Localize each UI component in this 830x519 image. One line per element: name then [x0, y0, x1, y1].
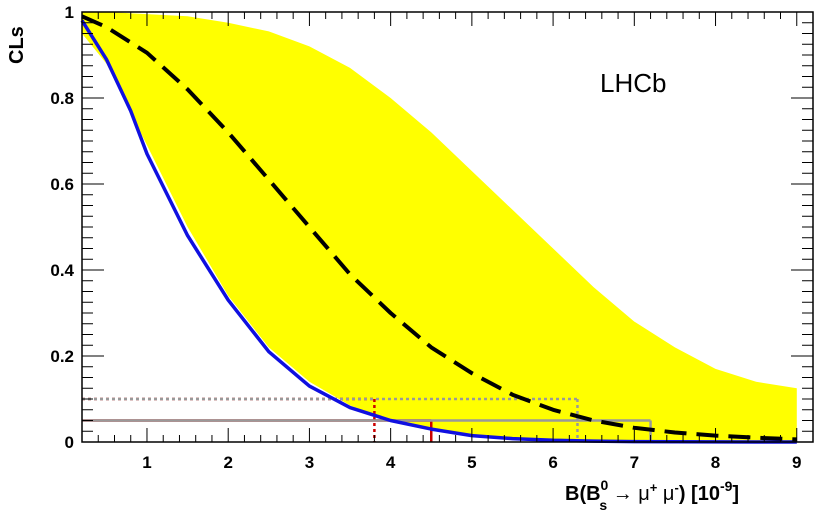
x-axis-title: B(B0 s → μ+ μ-) [10-9] — [565, 477, 739, 513]
y-tick-label: 1 — [65, 3, 74, 22]
x-tick-label: 6 — [548, 453, 557, 472]
x-tick-label: 5 — [467, 453, 476, 472]
x-title-close: ] — [732, 483, 739, 505]
x-tick-label: 1 — [142, 453, 151, 472]
axis-ticks — [81, 11, 814, 443]
x-tick-label: 9 — [792, 453, 801, 472]
x-tick-label: 7 — [630, 453, 639, 472]
x-title-minus: - — [674, 480, 678, 495]
tick-labels: 1 2 3 4 5 6 7 8 9 0 0.2 0.4 0.6 0.8 1 — [50, 3, 801, 472]
x-title-mu2: μ — [657, 483, 674, 505]
y-tick-label: 0.4 — [50, 261, 74, 280]
y-tick-label: 0.2 — [50, 347, 74, 366]
expected-band — [82, 12, 797, 442]
y-tick-label: 0 — [65, 433, 74, 452]
y-axis-title: CLs — [6, 26, 28, 64]
x-tick-label: 2 — [223, 453, 232, 472]
y-tick-label: 0.6 — [50, 175, 74, 194]
plot-area — [80, 12, 797, 444]
x-title-sub-s: s — [599, 497, 607, 513]
x-tick-label: 4 — [386, 453, 396, 472]
x-title-suffix: ) [10 — [679, 483, 720, 505]
x-tick-label: 8 — [711, 453, 720, 472]
y-tick-label: 0.8 — [50, 89, 74, 108]
x-tick-label: 3 — [305, 453, 314, 472]
x-title-exp: -9 — [720, 478, 733, 494]
x-title-arrow: → μ — [607, 483, 650, 505]
annotation-lhcb: LHCb — [600, 68, 666, 98]
x-title-plus: + — [650, 480, 658, 495]
x-title-prefix: B(B — [565, 483, 601, 505]
x-title-sup0: 0 — [601, 477, 609, 493]
expected-cls-curve — [81, 14, 797, 442]
